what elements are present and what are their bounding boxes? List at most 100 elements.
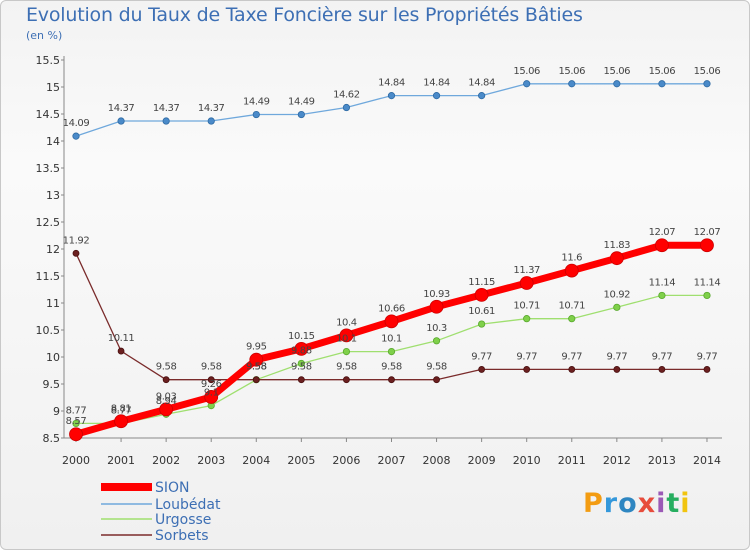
data-label: 10.71 xyxy=(558,301,585,312)
data-label: 8.94 xyxy=(156,396,177,407)
data-label: 9.58 xyxy=(426,362,447,373)
chart-subtitle: (en %) xyxy=(26,29,63,42)
y-tick-label: 15 xyxy=(46,81,60,94)
data-label: 9.77 xyxy=(516,351,537,362)
y-tick-label: 15.5 xyxy=(36,54,61,67)
data-label: 9.26 xyxy=(201,379,222,390)
x-tick-label: 2004 xyxy=(242,454,270,467)
y-tick-label: 12 xyxy=(46,243,60,256)
data-point xyxy=(568,315,576,323)
data-label: 9.95 xyxy=(246,342,267,353)
data-label: 11.37 xyxy=(513,265,540,276)
data-label: 11.15 xyxy=(468,277,495,288)
data-point xyxy=(342,347,351,356)
data-point xyxy=(162,376,170,384)
logo-letter: i xyxy=(680,488,691,519)
data-label: 11.83 xyxy=(604,240,631,251)
data-point xyxy=(252,376,260,384)
data-point xyxy=(342,103,351,112)
data-label: 9.58 xyxy=(201,362,222,373)
legend-label: Sorbets xyxy=(155,528,209,544)
data-label: 9.58 xyxy=(246,362,267,373)
y-tick-label: 13 xyxy=(46,189,60,202)
data-point xyxy=(339,328,354,343)
x-tick-label: 2013 xyxy=(648,454,676,467)
data-point xyxy=(388,376,395,384)
data-point xyxy=(613,80,621,88)
legend-label: SION xyxy=(155,480,190,496)
x-tick-label: 2005 xyxy=(287,454,315,467)
data-label: 10.1 xyxy=(336,334,357,345)
legend-item: Loubédat xyxy=(101,497,221,513)
x-tick-label: 2010 xyxy=(513,454,541,467)
data-label: 8.57 xyxy=(66,416,87,427)
y-tick-label: 11 xyxy=(46,297,60,310)
data-point xyxy=(297,110,305,119)
data-label: 10.3 xyxy=(426,323,447,334)
data-point xyxy=(297,376,305,384)
data-label: 14.62 xyxy=(333,90,360,101)
legend-item: SION xyxy=(101,480,190,496)
data-point xyxy=(700,238,714,253)
data-point xyxy=(207,376,215,384)
data-point xyxy=(297,359,305,368)
data-point xyxy=(249,352,264,367)
data-label: 9.88 xyxy=(291,345,312,356)
data-point xyxy=(432,92,441,100)
data-label: 8.81 xyxy=(111,403,132,414)
data-point xyxy=(433,376,440,384)
data-label: 12.07 xyxy=(694,227,721,238)
data-label: 9.77 xyxy=(697,351,718,362)
data-label: 15.06 xyxy=(604,66,631,77)
data-point xyxy=(658,366,666,373)
logo-letter: P xyxy=(583,488,604,519)
data-label: 9.58 xyxy=(156,362,177,373)
data-point xyxy=(703,291,711,300)
data-label: 14.37 xyxy=(198,103,225,114)
legend-item: Sorbets xyxy=(101,528,209,544)
x-tick-label: 2000 xyxy=(62,454,90,467)
y-tick-label: 13.5 xyxy=(36,162,61,175)
data-label: 9.77 xyxy=(652,351,673,362)
y-tick-label: 10.5 xyxy=(36,324,61,337)
data-point xyxy=(429,299,444,314)
data-point xyxy=(478,320,486,328)
data-label: 10.1 xyxy=(381,334,402,345)
y-tick-label: 11.5 xyxy=(36,270,61,283)
legend-label: Urgosse xyxy=(155,512,211,528)
chart-title: Evolution du Taux de Taxe Foncière sur l… xyxy=(26,4,583,26)
x-tick-label: 2006 xyxy=(332,454,360,467)
data-label: 11.14 xyxy=(694,277,721,288)
data-label: 9.77 xyxy=(471,351,492,362)
data-point xyxy=(207,117,215,125)
data-label: 14.84 xyxy=(468,78,495,89)
data-label: 10.93 xyxy=(423,289,450,300)
x-tick-label: 2009 xyxy=(468,454,496,467)
data-point xyxy=(568,80,576,88)
data-point xyxy=(114,414,128,429)
series-sion xyxy=(69,238,714,442)
x-tick-label: 2003 xyxy=(197,454,225,467)
data-point xyxy=(564,263,579,278)
data-point xyxy=(294,341,309,356)
data-label: 14.09 xyxy=(63,118,90,129)
data-point xyxy=(117,347,125,355)
data-label: 15.06 xyxy=(649,66,676,77)
data-label: 10.15 xyxy=(288,331,315,342)
data-point xyxy=(387,92,396,100)
data-point xyxy=(72,132,80,140)
data-label: 9.1 xyxy=(204,388,219,399)
data-label: 15.06 xyxy=(694,66,721,77)
data-label: 9.03 xyxy=(156,391,177,402)
data-label: 8.77 xyxy=(111,405,132,416)
data-point xyxy=(519,276,534,290)
data-point xyxy=(609,251,624,266)
data-label: 15.06 xyxy=(558,66,585,77)
data-point xyxy=(703,366,711,373)
data-point xyxy=(72,249,80,257)
logo-letter: t xyxy=(666,488,681,519)
x-tick-label: 2008 xyxy=(423,454,451,467)
data-point xyxy=(69,427,83,442)
